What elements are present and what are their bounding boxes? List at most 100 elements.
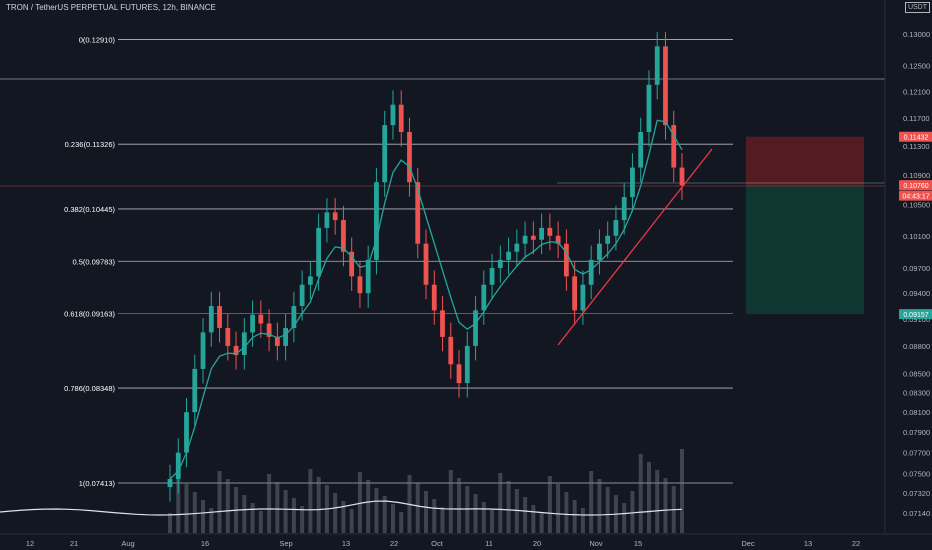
- candle-body: [555, 235, 561, 244]
- price-tick-label: 0.07700: [903, 449, 930, 458]
- time-tick-label: Oct: [431, 539, 444, 548]
- candle-body: [588, 259, 594, 285]
- volume-bar: [663, 478, 668, 533]
- price-tick-label: 0.13000: [903, 30, 930, 39]
- time-tick-label: 13: [342, 539, 350, 548]
- volume-bar: [490, 510, 495, 533]
- candle-body: [456, 364, 462, 384]
- time-tick-label: 13: [804, 539, 812, 548]
- candle-body: [580, 284, 586, 311]
- time-tick-label: Sep: [279, 539, 292, 548]
- volume-bar: [308, 469, 313, 533]
- volume-bar: [184, 484, 189, 533]
- candle-body: [316, 227, 322, 277]
- volume-bar: [349, 509, 354, 533]
- volume-bar: [300, 506, 305, 533]
- candle-body: [349, 251, 355, 277]
- candle-body: [654, 46, 660, 85]
- candle-body: [522, 235, 528, 244]
- price-tick-label: 0.08300: [903, 389, 930, 398]
- volume-bar: [390, 504, 395, 533]
- fib-level-label: 0.786(0.08348): [64, 384, 115, 393]
- price-tick-label: 0.11300: [903, 142, 930, 151]
- currency-label: USDT: [904, 2, 930, 13]
- candle-body: [266, 323, 272, 337]
- price-tick-label: 0.09100: [903, 315, 930, 324]
- volume-bar: [424, 491, 428, 533]
- price-tick-label: 0.08500: [903, 370, 930, 379]
- fib-level-label: 0.382(0.10445): [64, 205, 115, 214]
- price-tick-label: 0.08800: [903, 342, 930, 351]
- volume-bar: [547, 476, 552, 533]
- take-profit-zone: [746, 185, 864, 315]
- price-tick-label: 0.09700: [903, 264, 930, 273]
- candle-body: [597, 243, 602, 260]
- candle-body: [473, 310, 478, 346]
- volume-bar: [217, 471, 222, 533]
- volume-bar: [291, 498, 296, 533]
- volume-bar: [440, 507, 445, 533]
- volume-bar: [556, 484, 561, 533]
- candle-body: [200, 332, 206, 369]
- candle-body: [563, 243, 569, 277]
- candle-body: [547, 227, 553, 236]
- candle-body: [663, 46, 668, 126]
- price-tick-label: 0.07500: [903, 470, 930, 479]
- volume-bar: [267, 474, 272, 533]
- volume-bar: [680, 449, 684, 533]
- volume-bar: [341, 501, 346, 533]
- volume-bar: [192, 492, 197, 533]
- time-tick-label: 21: [70, 539, 78, 548]
- candle-body: [258, 314, 264, 324]
- volume-bar: [597, 479, 602, 533]
- price-tag-box: [899, 180, 932, 191]
- candle-body: [208, 306, 214, 333]
- time-tick-label: Nov: [589, 539, 603, 548]
- candle-body: [341, 220, 346, 252]
- volume-bar: [498, 473, 503, 533]
- volume-bar: [316, 477, 321, 533]
- candle-body: [613, 220, 619, 236]
- candle-body: [175, 452, 181, 480]
- volume-average-line: [0, 500, 683, 516]
- candle-body: [506, 251, 511, 260]
- fib-level-label: 0.5(0.09783): [72, 257, 115, 266]
- volume-bar: [168, 513, 172, 533]
- volume-bar: [374, 488, 379, 533]
- candle-body: [233, 345, 239, 356]
- candle-body: [489, 268, 495, 285]
- candle-body: [332, 212, 338, 221]
- candle-body: [299, 284, 305, 307]
- stop-loss-zone: [746, 136, 864, 186]
- volume-bar: [506, 481, 511, 533]
- volume-bar: [357, 472, 362, 533]
- volume-bar: [622, 503, 627, 533]
- candle-body: [638, 132, 644, 168]
- candle-body: [241, 332, 247, 356]
- volume-bar: [333, 493, 338, 533]
- candle-body: [291, 306, 297, 328]
- price-tick-label: 0.08100: [903, 408, 930, 417]
- time-tick-label: 15: [634, 539, 642, 548]
- price-tag-label: 0.11432: [904, 135, 929, 142]
- volume-bar: [382, 496, 387, 533]
- candle-body: [250, 314, 255, 333]
- candle-body: [423, 243, 429, 285]
- candle-body: [274, 336, 280, 346]
- candle-body: [374, 182, 379, 260]
- price-tick-label: 0.07900: [903, 428, 930, 437]
- fib-level-label: 0(0.12910): [79, 36, 116, 45]
- volume-bar: [366, 480, 371, 533]
- volume-bar: [457, 478, 462, 533]
- candle-body: [415, 182, 421, 244]
- volume-bar: [638, 454, 643, 533]
- candle-body: [440, 310, 445, 337]
- time-tick-label: 22: [852, 539, 860, 548]
- volume-bar: [201, 500, 206, 533]
- price-tick-label: 0.09400: [903, 289, 930, 298]
- volume-bar: [176, 476, 181, 533]
- volume-bar: [481, 502, 486, 533]
- volume-bar: [225, 479, 230, 533]
- time-tick-label: 22: [390, 539, 398, 548]
